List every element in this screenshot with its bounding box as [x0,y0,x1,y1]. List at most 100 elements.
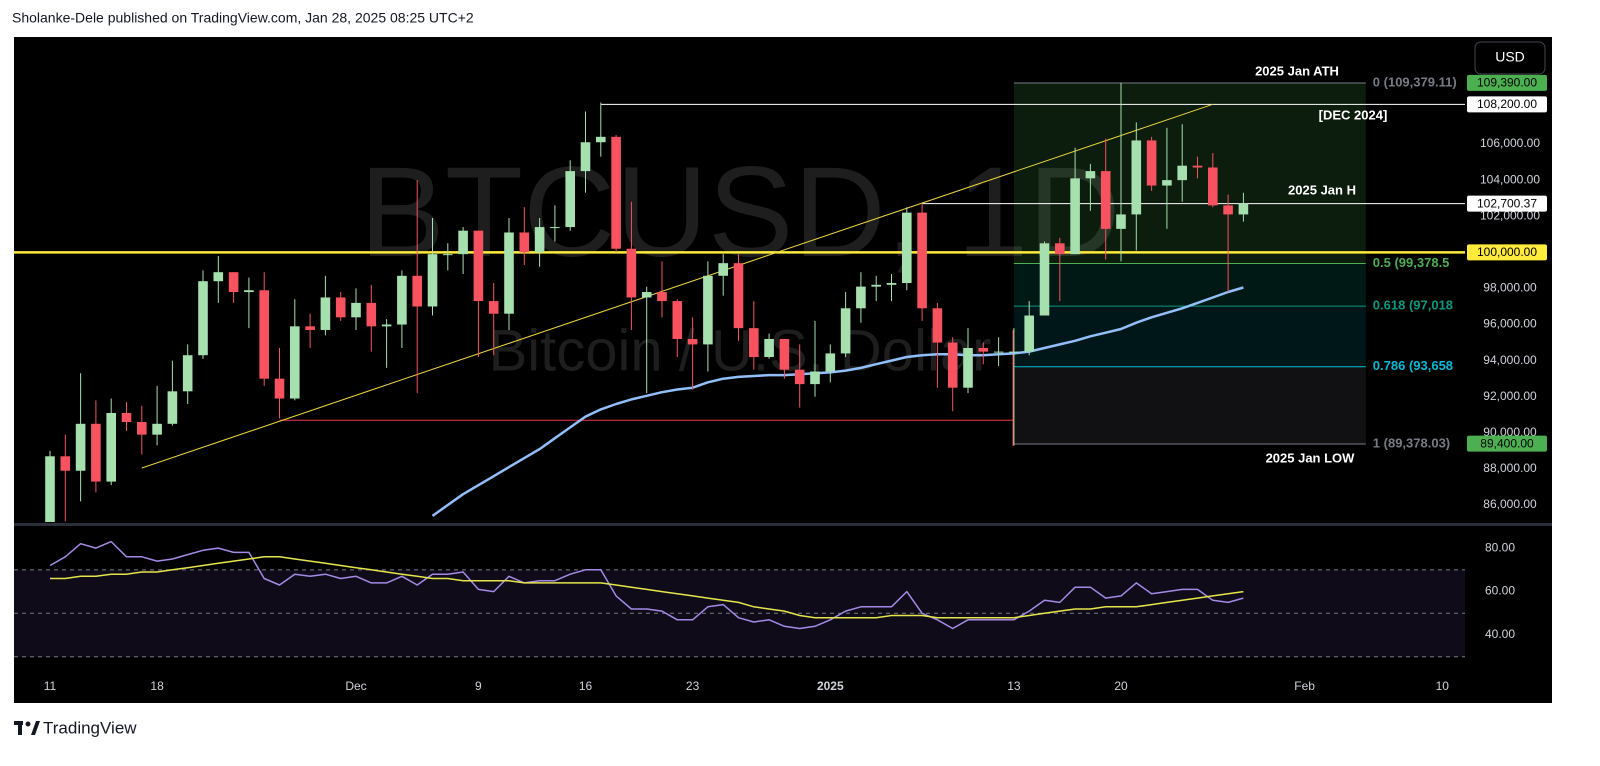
watermark-symbol: BTCUSD, 1D [360,141,1121,284]
fib-label: 0 (109,379.11) [1373,74,1457,89]
candle-body [106,412,116,482]
x-tick-label: 23 [686,679,700,693]
x-tick-label: Feb [1294,679,1315,693]
rsi-line [49,540,1244,630]
y-tick-label: 88,000.00 [1483,461,1537,475]
trendline [141,103,1213,469]
x-tick-label: 20 [1114,679,1128,693]
candle-body [1055,243,1065,255]
price-tag [1467,96,1547,113]
candle-body [137,422,147,435]
candle-body [1039,243,1050,316]
y-tick-label: 98,000.00 [1483,281,1537,295]
x-tick-label: 11 [44,679,57,693]
price-tag [1467,195,1547,212]
candle-body [1238,203,1249,215]
logo [14,721,40,735]
candle-body [274,378,285,399]
candle-body [550,227,560,229]
candle-body [351,302,361,318]
x-tick-label: 13 [1007,679,1021,693]
price-pane [14,82,1465,522]
candle-body [259,290,269,379]
x-tick-label: 16 [579,679,593,693]
price-tag-label: 109,390.00 [1477,76,1537,90]
candle-body [733,263,744,329]
fib-zone [1013,306,1366,367]
candle-body [443,254,453,256]
price-tag [1467,244,1547,261]
candle-body [993,351,1004,353]
candle-body [611,136,621,249]
candle-body [504,232,514,314]
candle-body [1146,140,1157,186]
y-tick-label: 102,000.00 [1480,208,1540,222]
candle-body [244,290,254,293]
moving-average [431,286,1244,517]
candle-body [1024,315,1034,352]
candle-body [978,347,989,352]
candle-body [1192,165,1203,168]
footer-brand: TradingView [43,718,137,737]
candle-body [703,275,713,345]
candle-body [687,338,698,345]
price-tag-label: 100,000.00 [1477,245,1537,259]
candle-body [565,171,575,228]
y-tick-label: 106,000.00 [1480,136,1540,150]
fib-label: 1 (89,378.03) [1373,435,1450,450]
candle-body [1223,205,1233,215]
candle-body [641,292,652,298]
candle-body [1009,351,1019,353]
candle-body [91,423,101,482]
candle-body [121,412,132,423]
candle-body [320,297,331,330]
candle-body [932,308,943,343]
x-tick-label: 2025 [817,679,844,693]
y-tick-label: 94,000.00 [1483,353,1537,367]
candle-body [335,297,346,318]
candle-body [473,230,484,302]
rsi-ma-line [50,556,1244,619]
y-tick-label: 96,000.00 [1483,317,1537,331]
annotation: 2025 Jan ATH [1255,63,1339,78]
candle-body [152,423,162,435]
candle-body [840,308,851,354]
fib-zone [1013,366,1366,445]
candle-body [902,212,912,284]
currency-button[interactable] [1474,41,1546,75]
price-tag [1467,74,1547,91]
candle-body [825,353,836,372]
candle-body [213,272,224,282]
candle-body [290,326,300,399]
candle-body [412,275,422,307]
candle-body [45,456,55,522]
candle-body [657,292,667,302]
candle-body [182,355,193,392]
candle-body [917,212,927,309]
candle-body [1116,214,1126,229]
chart-frame [14,37,1552,703]
fib-zone [1013,263,1366,307]
fib-label: 0.5 (99,378.5 [1373,255,1450,270]
candle-body [1177,165,1187,181]
candle-body [947,342,958,388]
y-tick-label: 92,000.00 [1483,389,1537,403]
candle-body [596,136,606,143]
candle-body [75,423,86,471]
candle-body [427,254,438,307]
annotation: 2025 Jan LOW [1266,450,1356,465]
currency-label[interactable]: USD [1495,49,1525,65]
annotation: [DEC 2024] [1319,107,1388,122]
candle-body [534,227,545,253]
candle-body [1162,180,1172,186]
candle-body [794,369,805,385]
candle-body [764,338,774,358]
byline: Sholanke-Dele published on TradingView.c… [12,10,474,26]
candle-body [672,301,683,339]
candle-body [519,232,530,253]
rsi-tick-label: 60.00 [1485,584,1515,598]
candle-body [60,456,71,471]
candle-body [458,230,468,255]
